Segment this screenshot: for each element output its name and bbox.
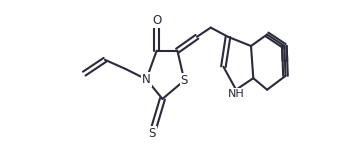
Text: S: S (181, 74, 188, 87)
Text: N: N (142, 73, 151, 86)
Text: S: S (149, 127, 156, 140)
Text: NH: NH (228, 89, 244, 99)
Text: O: O (152, 14, 161, 27)
